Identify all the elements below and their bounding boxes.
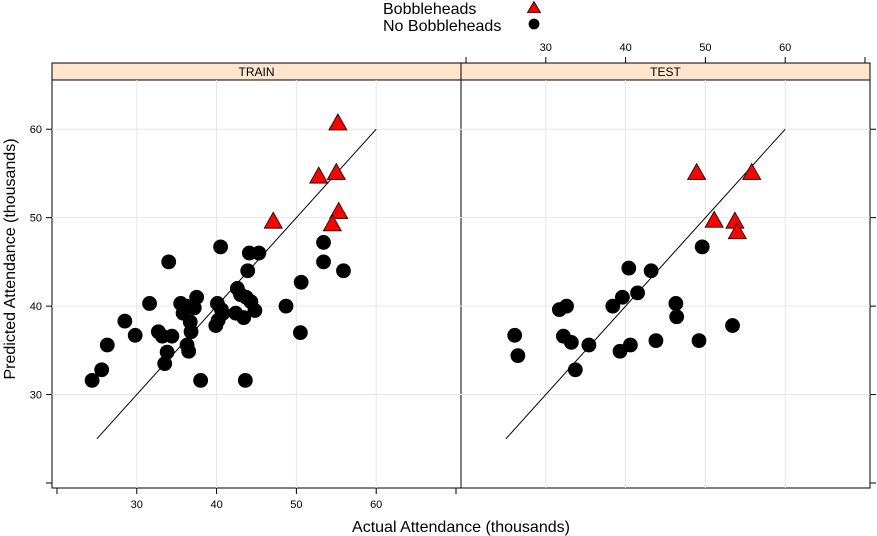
grid-layer: [52, 80, 870, 488]
y-tick-label: 50: [30, 213, 42, 225]
x-tick-label-top: 60: [779, 42, 791, 54]
legend-circle-icon: [528, 18, 540, 30]
reference-line-test: [505, 128, 786, 440]
data-point-layer: [84, 113, 762, 388]
data-point-circle: [648, 333, 664, 349]
data-point-triangle: [326, 162, 346, 180]
data-point-circle: [563, 334, 579, 350]
data-point-circle: [189, 289, 205, 305]
legend-triangle-icon: [526, 0, 542, 13]
data-point-circle: [630, 285, 645, 301]
x-tick-label: 60: [370, 499, 382, 511]
data-point-circle: [559, 298, 574, 314]
legend-label-bobbleheads: Bobbleheads: [383, 1, 476, 18]
y-tick-label: 30: [30, 390, 42, 402]
x-tick-label-top: 40: [619, 42, 631, 54]
data-point-circle: [581, 337, 597, 353]
y-tick-label: 60: [30, 124, 42, 136]
data-point-circle: [99, 337, 115, 353]
reference-line-layer: [96, 128, 786, 440]
x-tick-label-top: 50: [699, 42, 711, 54]
data-point-circle: [621, 260, 637, 276]
data-point-circle: [643, 263, 659, 279]
data-point-circle: [316, 235, 331, 250]
x-tick-label: 40: [210, 499, 222, 511]
data-point-circle: [694, 239, 710, 255]
data-point-circle: [161, 254, 177, 270]
data-point-triangle: [742, 162, 762, 180]
data-point-triangle: [727, 221, 748, 240]
data-point-circle: [622, 337, 638, 353]
data-point-triangle: [704, 210, 724, 228]
data-point-circle: [668, 296, 684, 311]
data-point-triangle: [309, 166, 329, 184]
data-point-circle: [182, 314, 198, 330]
data-point-triangle: [329, 201, 349, 219]
data-point-circle: [615, 289, 630, 305]
x-tick-label: 30: [131, 499, 143, 511]
data-point-triangle: [725, 211, 745, 229]
axis-tick-layer: 30 40 50 60 30 40 50 60 30 40 50 60: [30, 42, 876, 511]
data-point-triangle: [328, 113, 348, 131]
data-point-circle: [164, 328, 180, 344]
data-point-circle: [215, 305, 231, 321]
data-point-circle: [336, 263, 351, 279]
data-point-circle: [292, 325, 308, 341]
panel-frame-train: [51, 79, 462, 489]
data-point-triangle: [686, 162, 707, 180]
data-point-circle: [94, 362, 110, 378]
data-point-triangle: [322, 214, 342, 232]
data-point-circle: [316, 254, 331, 270]
data-point-circle: [278, 298, 294, 314]
data-point-circle: [84, 373, 100, 388]
data-point-circle: [142, 296, 157, 311]
data-point-circle: [127, 327, 143, 343]
data-point-circle: [567, 362, 583, 378]
data-point-circle: [237, 373, 253, 388]
data-point-circle: [725, 318, 740, 333]
legend-label-no-bobbleheads: No Bobbleheads: [383, 18, 501, 35]
data-point-circle: [213, 239, 228, 255]
legend: Bobbleheads No Bobbleheads: [383, 0, 542, 35]
data-point-circle: [507, 327, 523, 343]
strip-label-train: TRAIN: [239, 65, 275, 79]
y-axis-title: Predicted Attendance (thousands): [2, 138, 19, 379]
data-point-circle: [293, 274, 309, 290]
data-point-circle: [605, 298, 621, 314]
data-point-circle: [510, 348, 526, 364]
strip-label-test: TEST: [650, 65, 681, 79]
data-point-circle: [240, 263, 256, 279]
x-tick-label: 50: [290, 499, 302, 511]
data-point-circle: [251, 245, 267, 261]
data-point-circle: [691, 333, 707, 349]
data-point-circle: [236, 310, 252, 326]
data-point-circle: [117, 313, 133, 329]
x-tick-label-top: 30: [540, 42, 552, 54]
data-point-circle: [193, 373, 209, 388]
data-point-triangle: [263, 211, 283, 229]
data-point-circle: [181, 343, 197, 359]
data-point-circle: [159, 344, 175, 360]
data-point-circle: [669, 309, 685, 325]
y-tick-label: 40: [30, 301, 42, 313]
data-point-circle: [247, 303, 263, 318]
panel-frame-test: [460, 79, 871, 489]
strip-test: [460, 62, 871, 81]
x-axis-title: Actual Attendance (thousands): [352, 519, 570, 536]
